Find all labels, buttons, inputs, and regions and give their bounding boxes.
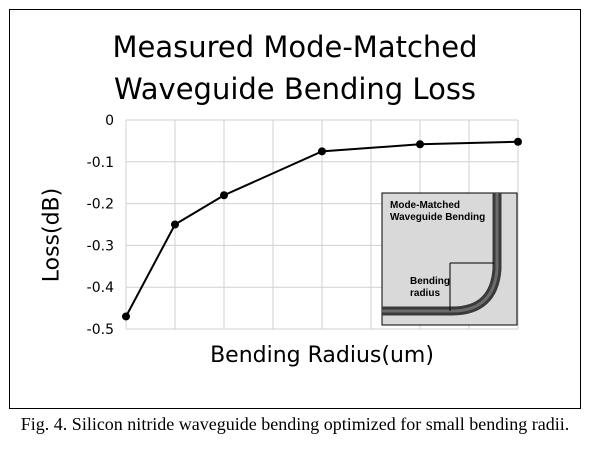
data-point bbox=[220, 191, 228, 200]
data-point bbox=[416, 140, 424, 149]
inset-label-line1: Bending bbox=[410, 276, 450, 287]
y-tick-label: 0 bbox=[105, 113, 114, 129]
data-point bbox=[171, 220, 179, 229]
y-tick-label: -0.5 bbox=[87, 322, 114, 338]
data-point bbox=[122, 312, 130, 321]
inset-title-line1: Mode-Matched bbox=[390, 200, 460, 211]
inset-label-line2: radius bbox=[410, 288, 440, 299]
y-axis-label: Loss(dB) bbox=[39, 187, 65, 283]
chart-title-line2: Waveguide Bending Loss bbox=[113, 72, 477, 106]
inset-title-line2: Waveguide Bending bbox=[390, 212, 485, 223]
series-line bbox=[125, 140, 519, 317]
y-tick-label: -0.3 bbox=[87, 238, 114, 254]
data-point bbox=[318, 147, 326, 156]
y-tick-label: -0.1 bbox=[87, 155, 114, 171]
figure-caption: Fig. 4. Silicon nitride waveguide bendin… bbox=[20, 414, 570, 434]
data-point bbox=[514, 137, 522, 146]
chart-title-line1: Measured Mode-Matched bbox=[112, 30, 478, 64]
inset-waveguide-core bbox=[382, 193, 499, 313]
y-tick-label: -0.4 bbox=[87, 280, 114, 296]
y-tick-label: -0.2 bbox=[87, 197, 114, 213]
x-axis-label: Bending Radius(um) bbox=[210, 343, 434, 368]
